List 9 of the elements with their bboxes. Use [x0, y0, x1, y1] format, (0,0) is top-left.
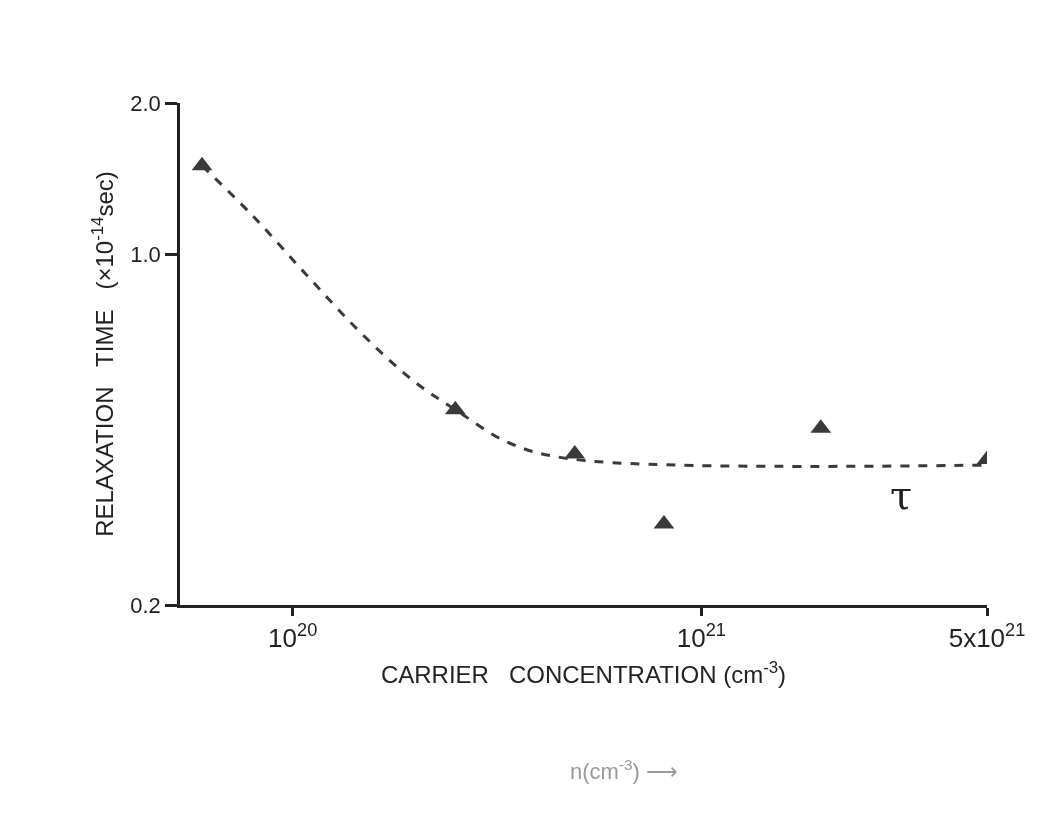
x-tick-label: 10$^{20}$ — [268, 620, 318, 653]
y-tick-label: 1.0 — [130, 241, 161, 267]
y-tick-label: 0.2 — [130, 592, 161, 618]
x-tick-label: 10$^{21}$ — [676, 620, 726, 653]
x-axis-title: CARRIER CONCENTRATION (cm$^{-3}$) — [380, 658, 787, 689]
text: n(cm$^{-3}$) ⟶ — [570, 756, 679, 785]
y-tick-label: 2.0 — [130, 90, 161, 116]
annotation: τ — [890, 472, 913, 518]
x-tick-label: 5x10$^{21}$ — [948, 620, 1026, 653]
